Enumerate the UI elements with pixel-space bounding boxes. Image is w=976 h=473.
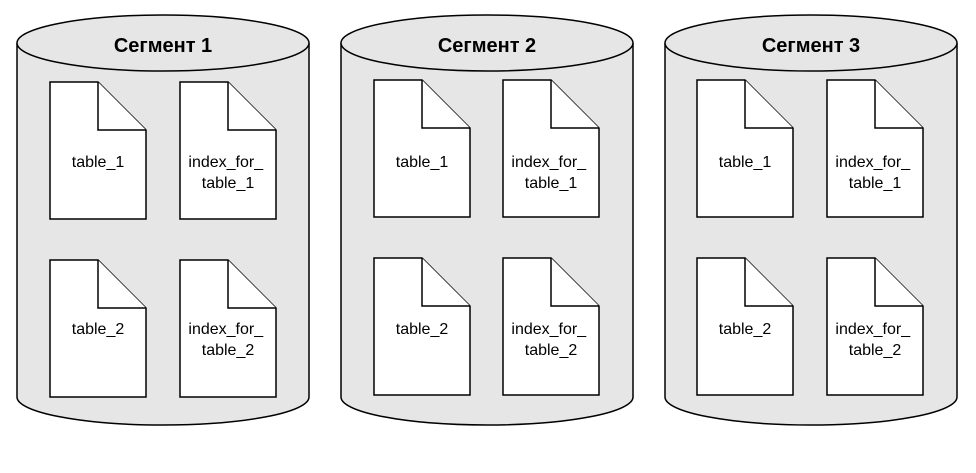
file-index-table-1: index_for_ table_1 [502, 79, 600, 218]
file-label: table_1 [525, 175, 578, 192]
file-label: table_1 [396, 154, 449, 171]
file-label: index_for_ [511, 321, 587, 338]
svg-text:index_for_ table_1: index_for_ table_1 [188, 154, 267, 192]
file-label: table_1 [72, 154, 125, 171]
svg-text:index_for_ table_2: index_for_ table_2 [188, 321, 267, 359]
file-label: index_for_ [511, 154, 587, 171]
file-table-2: table_2 [49, 259, 147, 398]
file-label: table_2 [849, 342, 902, 359]
segment-3: Сегмент 3 table_1 index_for_ table_1 tab… [664, 14, 958, 426]
file-label: table_2 [396, 321, 449, 338]
segment-2: Сегмент 2 table_1 index_for_ table_1 tab… [340, 14, 634, 426]
file-label: table_2 [719, 321, 772, 338]
svg-text:table_2: table_2 [396, 321, 449, 338]
svg-text:index_for_ table_1: index_for_ table_1 [511, 154, 590, 192]
file-label: index_for_ [835, 321, 911, 338]
file-table-1: table_1 [696, 79, 794, 218]
file-index-table-1: index_for_ table_1 [826, 79, 924, 218]
svg-text:table_2: table_2 [719, 321, 772, 338]
svg-text:table_1: table_1 [719, 154, 772, 171]
file-label: table_1 [202, 175, 255, 192]
segment-1: Сегмент 1 table_1 index_for_ table_1 tab… [16, 14, 310, 426]
file-table-1: table_1 [49, 81, 147, 220]
segment-title: Сегмент 2 [438, 35, 536, 57]
file-label: index_for_ [835, 154, 911, 171]
file-index-table-2: index_for_ table_2 [826, 257, 924, 396]
file-label: table_1 [849, 175, 902, 192]
file-index-table-2: index_for_ table_2 [502, 257, 600, 396]
file-label: table_1 [719, 154, 772, 171]
svg-text:index_for_ table_1: index_for_ table_1 [835, 154, 914, 192]
file-table-2: table_2 [373, 257, 471, 396]
file-index-table-1: index_for_ table_1 [179, 81, 277, 220]
segment-title: Сегмент 1 [114, 35, 212, 57]
file-label: index_for_ [188, 321, 264, 338]
file-label: index_for_ [188, 154, 264, 171]
segment-title: Сегмент 3 [762, 35, 860, 57]
file-table-2: table_2 [696, 257, 794, 396]
svg-text:table_1: table_1 [72, 154, 125, 171]
svg-text:index_for_ table_2: index_for_ table_2 [511, 321, 590, 359]
svg-text:table_2: table_2 [72, 321, 125, 338]
file-label: table_2 [202, 342, 255, 359]
file-table-1: table_1 [373, 79, 471, 218]
file-index-table-2: index_for_ table_2 [179, 259, 277, 398]
file-label: table_2 [525, 342, 578, 359]
svg-text:index_for_ table_2: index_for_ table_2 [835, 321, 914, 359]
svg-text:table_1: table_1 [396, 154, 449, 171]
file-label: table_2 [72, 321, 125, 338]
